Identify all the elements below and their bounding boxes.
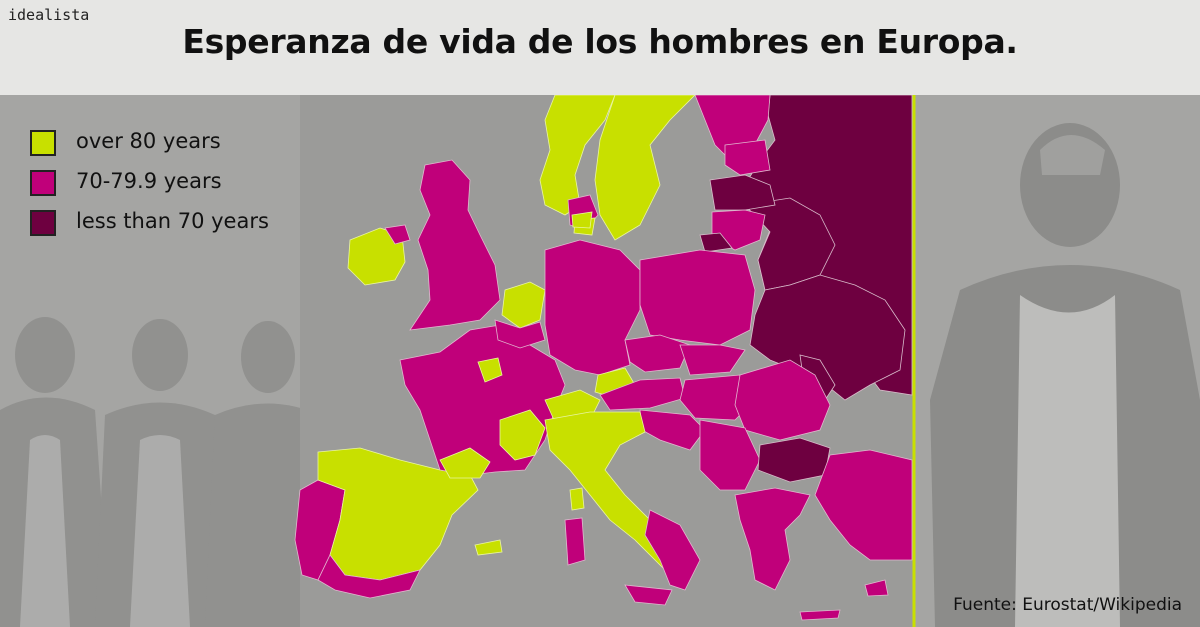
region-ireland <box>347 227 406 286</box>
region-estonia <box>724 139 771 176</box>
legend-label-over-80: over 80 years <box>76 129 221 153</box>
region-poland <box>639 249 756 346</box>
region-paris <box>477 357 503 383</box>
region-romania <box>734 359 831 441</box>
region-north-island <box>571 211 593 229</box>
page-title: Esperanza de vida de los hombres en Euro… <box>182 22 1018 61</box>
legend-swatch-70-79 <box>30 170 56 196</box>
region-france-east <box>499 409 546 461</box>
region-slovakia <box>679 344 746 376</box>
legend-label-under-70: less than 70 years <box>76 209 269 233</box>
region-crete <box>799 609 841 621</box>
region-czechia <box>624 334 691 373</box>
region-sardinia <box>564 517 586 566</box>
region-sweden <box>594 95 696 241</box>
legend-item-under-70: less than 70 years <box>28 208 328 240</box>
region-turkey <box>814 449 913 561</box>
source-credit: Fuente: Eurostat/Wikipedia <box>953 595 1182 615</box>
region-greece <box>734 487 811 591</box>
header-bar: idealista Esperanza de vida de los hombr… <box>0 0 1200 95</box>
legend-swatch-over-80 <box>30 130 56 156</box>
region-germany <box>544 239 641 376</box>
legend-swatch-under-70 <box>30 210 56 236</box>
region-kaliningrad <box>699 232 733 253</box>
map-scene <box>0 95 1200 627</box>
region-italy-south <box>644 509 701 591</box>
region-northern-ireland <box>384 224 411 245</box>
region-balearic <box>474 539 503 556</box>
region-sicily <box>624 584 673 606</box>
legend-label-70-79: 70-79.9 years <box>76 169 222 193</box>
region-corsica <box>569 487 585 511</box>
region-uk <box>409 159 501 331</box>
region-spain-south <box>317 554 421 599</box>
region-cyprus <box>864 579 889 597</box>
region-spain <box>317 447 479 581</box>
legend-item-over-80: over 80 years <box>28 128 328 160</box>
region-netherlands <box>501 281 546 329</box>
region-serbia <box>699 419 761 491</box>
legend-item-70-79: 70-79.9 years <box>28 168 328 200</box>
region-ukraine <box>749 274 906 401</box>
region-belgium <box>494 319 546 349</box>
region-latvia <box>709 174 776 211</box>
brand-logo: idealista <box>8 6 90 24</box>
europe-map <box>294 95 915 627</box>
region-france-south <box>439 447 491 479</box>
